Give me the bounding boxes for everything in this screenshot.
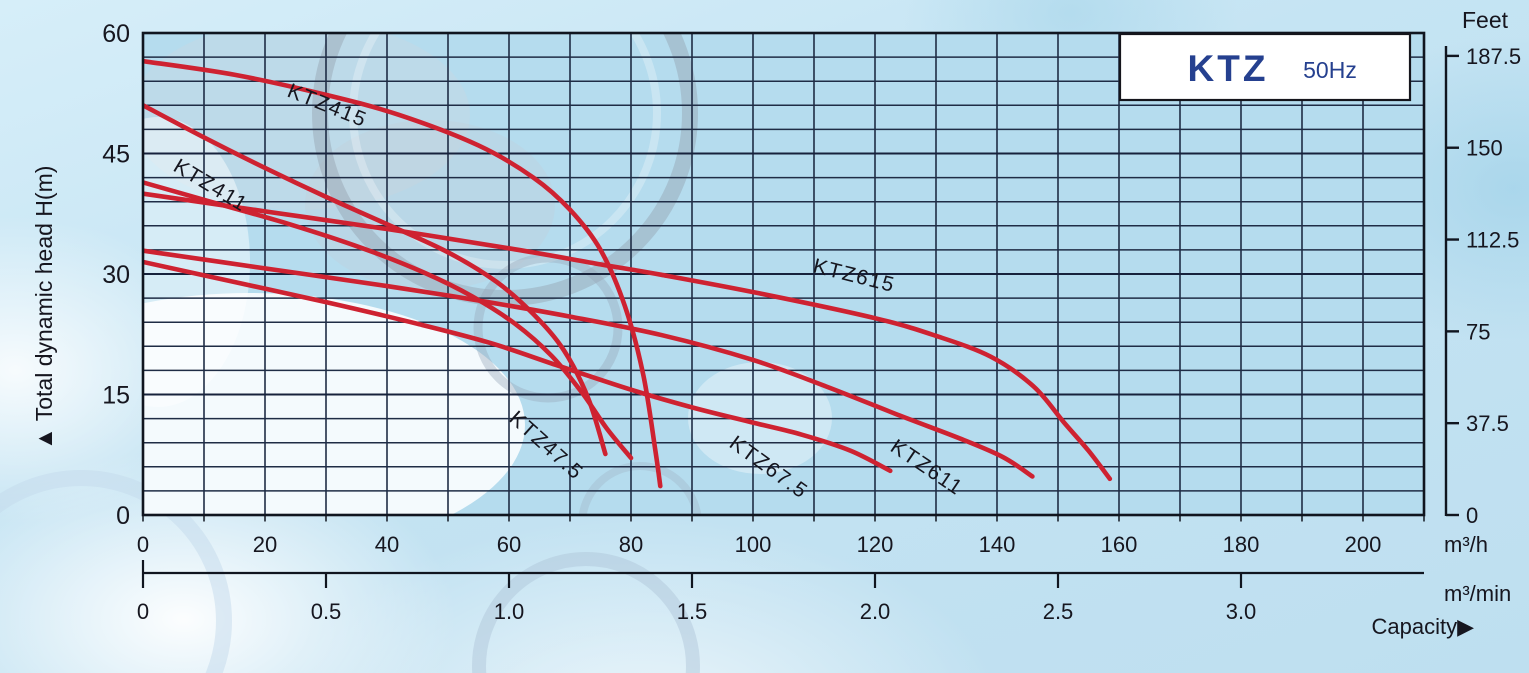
x-tick-label: 60	[497, 532, 521, 557]
x-tick-label: 180	[1223, 532, 1260, 557]
brand-frequency-label: 50Hz	[1303, 57, 1357, 83]
curve-KTZ615	[143, 191, 1113, 482]
capacity-label: Capacity▶	[1371, 614, 1474, 639]
feet-tick-label: 0	[1466, 503, 1478, 528]
bubble-decorations	[143, 33, 832, 515]
y-tick-label: 60	[102, 20, 130, 48]
x-axis-m3min: 0 0.5 1.0 1.5 2.0 2.5 3.0 m³/min Capacity▶	[137, 560, 1511, 639]
feet-axis: Feet 187.5 150 112.5 75 37.5 0	[1444, 7, 1521, 528]
y-tick-label: 30	[102, 261, 130, 289]
y-axis-title: ▲ Total dynamic head H(m)	[31, 166, 57, 450]
x-tick-label: 20	[253, 532, 277, 557]
feet-tick-label: 37.5	[1466, 411, 1509, 436]
x-axis-m3h: 0 20 40 60 80 100 120 140 160 180 200 m³/h	[137, 532, 1488, 557]
x-tick-label-m3min: 3.0	[1226, 599, 1257, 624]
x-tick-label: 100	[735, 532, 772, 557]
curve-KTZ415	[143, 58, 663, 489]
curve-KTZ47.5	[143, 180, 634, 461]
pump-curves	[143, 58, 1113, 489]
feet-tick-label: 112.5	[1466, 228, 1519, 253]
feet-tick-label: 75	[1466, 319, 1490, 344]
curve-KTZ611	[143, 248, 1035, 479]
x-axis-unit-m3min: m³/min	[1444, 581, 1511, 606]
curve-KTZ411	[143, 103, 608, 457]
x-tick-label: 0	[137, 532, 149, 557]
x-tick-label-m3min: 0.5	[311, 599, 342, 624]
curve-KTZ67.5	[143, 259, 893, 474]
feet-axis-title: Feet	[1462, 7, 1509, 33]
x-tick-label: 140	[979, 532, 1016, 557]
x-tick-label: 40	[375, 532, 399, 557]
brand-box: KTZ 50Hz	[1118, 32, 1412, 102]
feet-tick-label: 150	[1466, 136, 1503, 161]
x-axis-unit-m3h: m³/h	[1444, 532, 1488, 557]
y-tick-label: 0	[116, 502, 130, 530]
x-tick-label: 80	[619, 532, 643, 557]
x-tick-label-m3min: 1.0	[494, 599, 525, 624]
brand-model-label: KTZ	[1188, 48, 1269, 89]
x-tick-label-m3min: 2.0	[860, 599, 891, 624]
plot-border	[141, 31, 1426, 517]
x-tick-label: 120	[857, 532, 894, 557]
x-tick-label: 160	[1101, 532, 1138, 557]
x-tick-label: 200	[1345, 532, 1382, 557]
y-tick-label: 15	[102, 382, 130, 410]
x-tick-label-m3min: 0	[137, 599, 149, 624]
y-tick-label: 45	[102, 141, 130, 169]
feet-tick-label: 187.5	[1466, 44, 1521, 69]
x-tick-label-m3min: 2.5	[1043, 599, 1074, 624]
x-tick-label-m3min: 1.5	[677, 599, 708, 624]
